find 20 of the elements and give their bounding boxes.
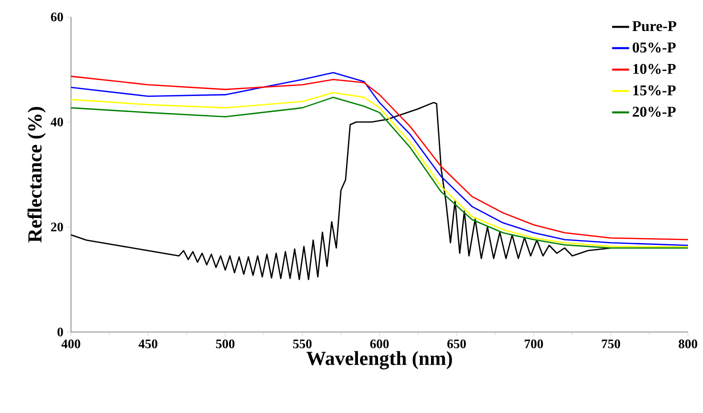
- legend-label: 10%-P: [633, 64, 676, 74]
- x-tick-label: 500: [216, 340, 234, 348]
- x-tick-label: 600: [370, 340, 389, 348]
- y-axis-title: Reflectance (%): [27, 107, 46, 242]
- y-tick-label: 20: [51, 222, 63, 232]
- x-tick-label: 650: [447, 340, 466, 348]
- x-tick-label: 700: [524, 340, 543, 348]
- y-tick-label: 60: [50, 12, 63, 22]
- legend-label: Pure-P: [632, 21, 676, 32]
- x-tick-label: 750: [602, 340, 620, 348]
- x-axis-title: Wavelength (nm): [306, 351, 452, 370]
- x-tick-label: 400: [61, 340, 80, 348]
- legend-label: 15%-P: [633, 85, 676, 96]
- y-tick-label: 0: [58, 328, 63, 336]
- x-tick-label: 550: [293, 340, 312, 348]
- x-tick-label: 450: [138, 340, 158, 348]
- x-tick-label: 800: [678, 340, 698, 348]
- y-tick-label: 40: [50, 118, 63, 126]
- legend-label: 20%-P: [632, 106, 676, 117]
- legend-label: 05%-P: [632, 42, 676, 53]
